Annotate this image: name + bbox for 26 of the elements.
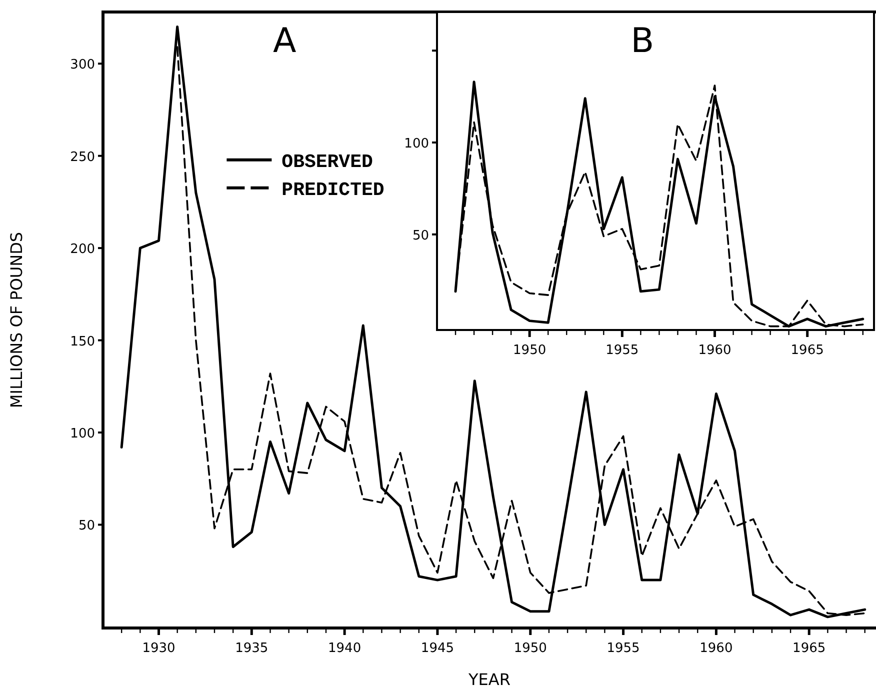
x-axis-title: YEAR — [468, 670, 510, 689]
y-tick-label: 100 — [70, 426, 95, 442]
legend-label: PREDICTED — [282, 178, 384, 201]
y-tick-label: 250 — [70, 150, 95, 165]
y-tick-label: 50 — [412, 228, 429, 244]
y-tick-label: 50 — [78, 518, 95, 534]
y-axis-title: MILLIONS OF POUNDS — [7, 232, 26, 408]
legend-label: OBSERVED — [282, 150, 373, 173]
y-tick-label: 100 — [404, 136, 429, 152]
x-tick-label: 1965 — [790, 343, 824, 358]
x-tick-label: 1945 — [420, 641, 454, 656]
x-tick-label: 1960 — [698, 343, 732, 358]
chart-title: A — [273, 21, 296, 61]
x-tick-label: 1955 — [606, 641, 640, 656]
chart-title: B — [630, 21, 654, 61]
x-tick-label: 1955 — [606, 343, 639, 358]
y-tick-label: 150 — [70, 334, 95, 350]
x-tick-label: 1935 — [235, 641, 268, 656]
x-tick-label: 1930 — [142, 641, 176, 656]
y-tick-label: 200 — [70, 242, 95, 258]
y-tick-label: 300 — [70, 58, 95, 73]
x-tick-label: 1950 — [514, 641, 547, 656]
x-tick-label: 1960 — [700, 641, 733, 656]
x-tick-label: 1940 — [328, 641, 362, 656]
x-tick-label: 1965 — [792, 641, 826, 656]
x-tick-label: 1950 — [513, 343, 546, 358]
